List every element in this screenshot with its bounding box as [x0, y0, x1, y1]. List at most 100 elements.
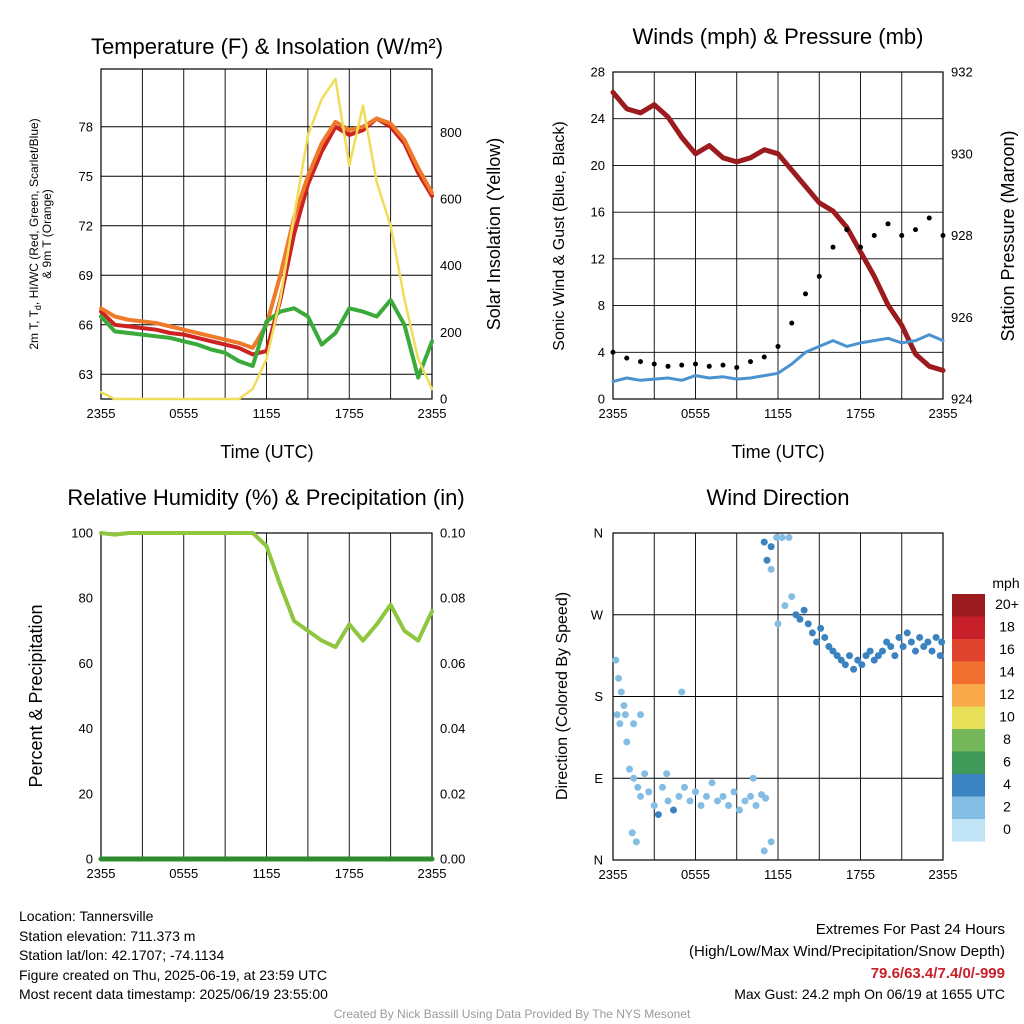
- gust-point: [638, 359, 643, 365]
- direction-point: [883, 638, 891, 646]
- winds-x-axis-label: Time (UTC): [731, 442, 824, 462]
- direction-point: [634, 783, 642, 791]
- direction-point: [632, 838, 640, 846]
- max-gust: Max Gust: 24.2 mph On 06/19 at 1655 UTC: [734, 986, 1005, 1002]
- station-info: Location: Tannersville Station elevation…: [19, 907, 328, 1005]
- direction-point: [788, 593, 796, 601]
- direction-point: [817, 624, 825, 632]
- direction-tick-label: E: [594, 771, 603, 786]
- gust-point: [858, 244, 863, 250]
- direction-point: [650, 802, 658, 809]
- direction-point: [792, 611, 800, 619]
- wind-direction-panel: Wind Direction 2355 0555 1155 1755 2355NESWN…: [554, 485, 1020, 882]
- gust-point: [913, 227, 918, 233]
- station-location: Location: Tannersville: [19, 908, 154, 924]
- x-tick-label: 1755: [335, 866, 364, 881]
- direction-point: [663, 770, 671, 778]
- x-tick-label: 0555: [681, 867, 710, 882]
- direction-point: [621, 711, 629, 719]
- x-tick-label: 2355: [929, 867, 958, 882]
- legend-label: 0: [1003, 821, 1011, 837]
- legend-unit: mph: [992, 575, 1019, 591]
- direction-point: [854, 656, 862, 664]
- direction-point: [760, 538, 768, 546]
- x-tick-label: 1155: [253, 866, 281, 881]
- y-tick-label-left: 20: [591, 158, 605, 173]
- direction-point: [767, 543, 775, 551]
- y-tick-label-left: 28: [591, 65, 605, 80]
- direction-point: [620, 702, 628, 710]
- y-tick-label-right: 926: [951, 310, 973, 325]
- direction-point: [829, 647, 837, 655]
- legend-label: 14: [999, 664, 1015, 680]
- winds-right-axis-label: Station Pressure (Maroon): [998, 130, 1018, 341]
- winds-panel: Winds (mph) & Pressure (mb) 2355 0555 1155…: [551, 24, 1018, 462]
- legend-label: 2: [1003, 799, 1011, 815]
- series-line: [99, 77, 434, 401]
- temperature-left-axis-label-subscript: d: [33, 305, 43, 310]
- y-tick-label-right: 0.04: [440, 721, 465, 736]
- direction-point: [938, 638, 946, 646]
- direction-point: [615, 674, 622, 682]
- extremes-subtitle: (High/Low/Max Wind/Precipitation/Snow De…: [689, 943, 1005, 960]
- direction-point: [837, 656, 845, 664]
- x-tick-label: 2355: [418, 406, 447, 421]
- x-tick-label: 1755: [846, 867, 875, 882]
- gust-point: [693, 361, 698, 367]
- gust-point: [651, 361, 657, 367]
- legend-label: 6: [1003, 754, 1011, 770]
- y-tick-label-right: 928: [951, 228, 973, 243]
- y-tick-label-left: 0: [598, 392, 605, 407]
- direction-point: [714, 797, 721, 805]
- direction-point: [613, 711, 621, 719]
- direction-point: [730, 788, 738, 796]
- direction-point: [778, 534, 786, 542]
- direction-point: [708, 779, 716, 787]
- direction-point: [813, 638, 820, 646]
- y-tick-label-left: 75: [79, 169, 93, 184]
- x-tick-label: 2355: [599, 406, 628, 421]
- gust-point: [844, 227, 850, 233]
- direction-point: [804, 620, 812, 628]
- temperature-chart-title: Temperature (F) & Insolation (W/m²): [91, 34, 443, 59]
- direction-point: [617, 688, 625, 696]
- direction-point: [808, 629, 816, 637]
- y-tick-label-right: 800: [440, 125, 462, 140]
- x-tick-label: 1155: [764, 406, 792, 421]
- y-tick-label-right: 930: [951, 146, 973, 161]
- y-tick-label-left: 69: [79, 268, 93, 283]
- y-tick-label-left: 20: [79, 786, 93, 801]
- extremes-values: 79.6/63.4/7.4/0/-999: [870, 965, 1005, 982]
- direction-point: [781, 602, 789, 610]
- series-line: [610, 89, 946, 373]
- direction-point: [870, 656, 878, 664]
- direction-point: [874, 652, 882, 660]
- wind-direction-chart-title: Wind Direction: [706, 485, 849, 510]
- gust-point: [761, 354, 767, 360]
- gust-point: [748, 359, 753, 365]
- direction-point: [866, 647, 874, 655]
- y-tick-label-left: 12: [591, 251, 605, 266]
- gust-point: [803, 291, 808, 297]
- direction-point: [821, 633, 829, 641]
- station-elevation: Station elevation: 711.373 m: [19, 927, 196, 944]
- legend-swatch: [952, 729, 985, 752]
- direction-point: [630, 774, 638, 782]
- direction-point: [773, 534, 781, 542]
- direction-point: [858, 661, 866, 669]
- series-line: [99, 298, 434, 380]
- legend-swatch: [952, 639, 985, 662]
- gust-point: [871, 233, 877, 238]
- gust-point: [610, 349, 616, 355]
- x-tick-label: 2355: [599, 867, 628, 882]
- direction-point: [659, 783, 666, 791]
- direction-point: [763, 556, 771, 564]
- y-tick-label-right: 0: [440, 392, 447, 407]
- x-tick-label: 1755: [846, 406, 875, 421]
- legend-label: 8: [1003, 731, 1011, 747]
- direction-point: [912, 647, 919, 655]
- y-tick-label-left: 63: [79, 367, 93, 382]
- extremes-title: Extremes For Past 24 Hours: [815, 921, 1005, 938]
- x-tick-label: 2355: [418, 866, 447, 881]
